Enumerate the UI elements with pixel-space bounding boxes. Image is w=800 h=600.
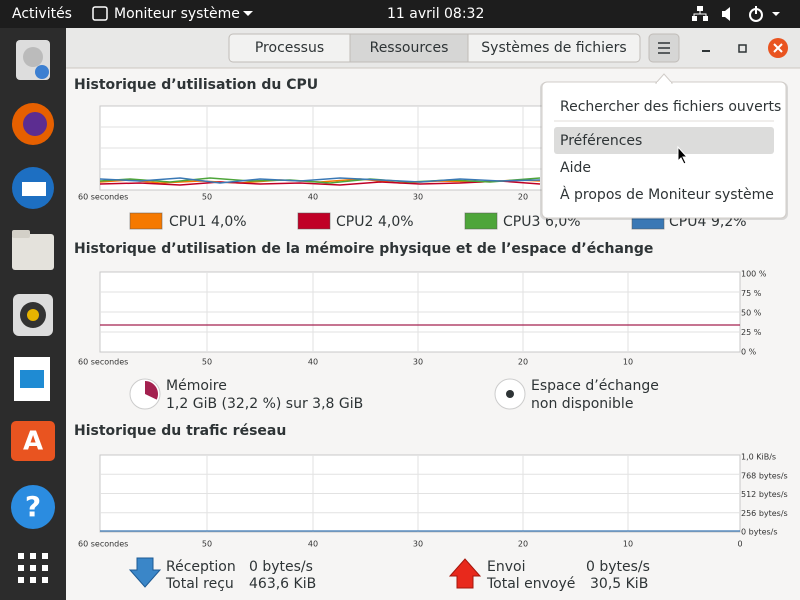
tab[interactable]: Systèmes de fichiers — [481, 40, 626, 56]
maximize-button[interactable] — [738, 44, 747, 53]
y-tick-label: 50 % — [741, 309, 762, 318]
close-icon — [773, 43, 783, 53]
receive-total: 463,6 KiB — [249, 576, 316, 592]
x-tick-label: 50 — [202, 540, 212, 549]
y-tick-label: 512 bytes/s — [741, 490, 788, 499]
menu-icon — [658, 42, 670, 54]
x-tick-label: 50 — [202, 193, 212, 202]
x-tick-label: 20 — [518, 540, 528, 549]
status-icons[interactable] — [692, 6, 780, 22]
memory-detail: 1,2 GiB (32,2 %) sur 3,8 GiB — [166, 396, 363, 412]
x-tick-label: 30 — [413, 193, 423, 202]
legend-value: 4,0% — [211, 214, 247, 230]
x-tick-label: 40 — [308, 193, 318, 202]
svg-text:?: ? — [25, 490, 41, 523]
legend-value: 4,0% — [378, 214, 414, 230]
tab[interactable]: Ressources — [370, 40, 449, 56]
y-tick-label: 25 % — [741, 328, 762, 337]
receive-rate: 0 bytes/s — [249, 559, 313, 575]
x-tick-label: 20 — [518, 193, 528, 202]
menu-item[interactable]: Rechercher des fichiers ouverts — [560, 99, 781, 115]
receive-total-label: Total reçu — [165, 576, 234, 592]
legend-name: CPU1 — [169, 214, 206, 230]
x-tick-label: 60 secondes — [78, 193, 128, 202]
date[interactable]: 11 avril — [387, 6, 440, 22]
y-tick-label: 75 % — [741, 289, 762, 298]
y-tick-label: 768 bytes/s — [741, 471, 788, 480]
dock-icons[interactable]: A ? — [11, 40, 55, 583]
x-tick-label: 30 — [413, 358, 423, 367]
top-bar — [0, 0, 800, 28]
x-tick-label: 0 — [737, 540, 742, 549]
x-tick-label: 60 secondes — [78, 540, 128, 549]
cpu-title: Historique d’utilisation du CPU — [74, 77, 318, 93]
y-tick-label: 100 % — [741, 270, 767, 279]
x-tick-label: 50 — [202, 358, 212, 367]
app-name[interactable]: Moniteur système — [114, 6, 240, 22]
legend-swatch — [297, 212, 331, 230]
popover: Rechercher des fichiers ouverts Préférenc… — [540, 73, 788, 220]
menu-item[interactable]: À propos de Moniteur système — [560, 186, 774, 203]
send-rate: 0 bytes/s — [586, 559, 650, 575]
app-menu-arrow — [243, 11, 253, 16]
y-tick-label: 0 bytes/s — [741, 528, 778, 537]
tab[interactable]: Processus — [255, 40, 324, 56]
legend-name: CPU2 — [336, 214, 373, 230]
y-tick-label: 1,0 KiB/s — [741, 453, 776, 462]
x-tick-label: 60 secondes — [78, 358, 128, 367]
send-total-label: Total envoyé — [486, 576, 575, 592]
network-title: Historique du trafic réseau — [74, 423, 286, 439]
menu-item[interactable]: Préférences — [560, 133, 642, 149]
x-tick-label: 10 — [623, 540, 633, 549]
menu-item[interactable]: Aide — [560, 160, 591, 176]
receive-icon — [128, 557, 162, 588]
x-tick-label: 20 — [518, 358, 528, 367]
swap-dot — [506, 390, 514, 398]
time[interactable]: 08:32 — [444, 6, 484, 22]
receive-label: Réception — [166, 559, 236, 575]
cpu-history — [99, 177, 541, 186]
memory-label: Mémoire — [166, 378, 227, 394]
swap-label: Espace d’échange — [531, 378, 659, 394]
active-tab — [349, 33, 469, 63]
legend-name: CPU3 — [503, 214, 540, 230]
legend-swatch — [464, 212, 498, 230]
mouse-cursor — [677, 145, 689, 165]
app-icon — [92, 6, 108, 21]
legend-swatch — [129, 212, 163, 230]
swap-detail: non disponible — [531, 396, 633, 412]
menu-highlight — [554, 127, 774, 154]
x-tick-label: 30 — [413, 540, 423, 549]
activities[interactable]: Activités — [12, 6, 72, 22]
send-icon — [448, 558, 482, 589]
y-tick-label: 256 bytes/s — [741, 509, 788, 518]
memory-title: Historique d’utilisation de la mémoire p… — [74, 241, 653, 257]
svg-text:A: A — [23, 427, 43, 457]
send-label: Envoi — [487, 559, 525, 575]
x-tick-label: 40 — [308, 358, 318, 367]
memory-pie — [145, 381, 158, 400]
x-tick-label: 40 — [308, 540, 318, 549]
x-tick-label: 10 — [623, 358, 633, 367]
y-tick-label: 0 % — [741, 348, 757, 357]
send-total: 30,5 KiB — [590, 576, 648, 592]
